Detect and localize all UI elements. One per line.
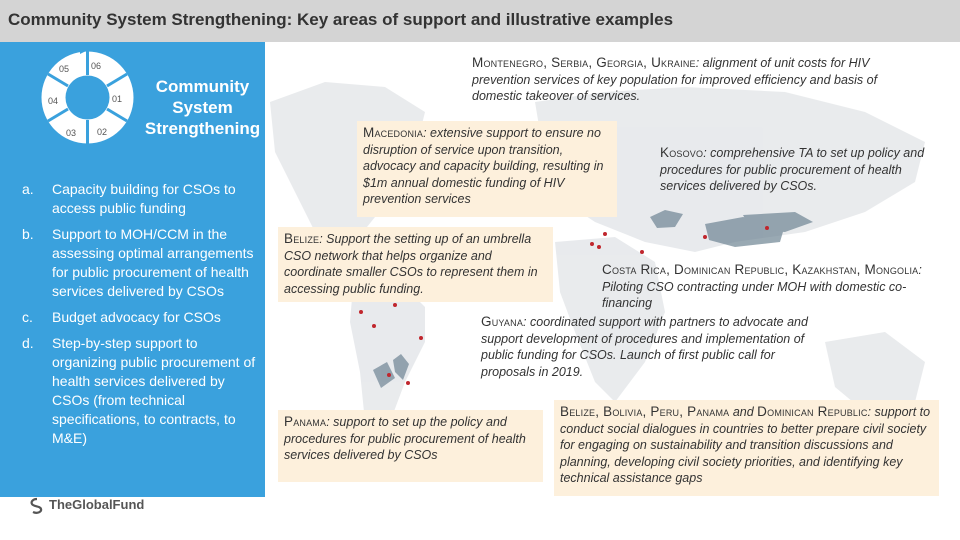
support-areas-list: a. Capacity building for CSOs to access p… <box>22 180 262 455</box>
note-panama: Panama: support to set up the policy and… <box>278 410 543 482</box>
wheel-segment-03: 03 <box>66 128 76 138</box>
note-text: : comprehensive TA to set up policy and … <box>660 146 925 193</box>
note-countries: Montenegro, Serbia, Georgia, Ukraine <box>472 55 696 70</box>
note-text: : support to set up the policy and proce… <box>284 415 526 462</box>
wheel-segment-06: 06 <box>91 61 101 71</box>
wheel-segment-04: 04 <box>48 96 58 106</box>
left-panel: 01 02 03 04 05 06 Community System Stren… <box>0 42 265 497</box>
page-title: Community System Strengthening: Key area… <box>8 10 674 29</box>
note-text: : alignment of unit costs for HIV preven… <box>472 56 878 103</box>
note-countries: Macedonia <box>363 125 424 140</box>
csc-title: Community System Strengthening <box>144 77 261 138</box>
list-item: b. Support to MOH/CCM in the assessing op… <box>22 225 262 301</box>
note-montenegro: Montenegro, Serbia, Georgia, Ukraine: al… <box>472 55 912 105</box>
note-macedonia: Macedonia: extensive support to ensure n… <box>357 121 617 217</box>
note-countries: Guyana <box>481 314 524 329</box>
note-costa-rica: Costa Rica, Dominican Republic, Kazakhst… <box>602 262 942 312</box>
list-letter: a. <box>22 181 34 197</box>
list-letter: b. <box>22 226 34 242</box>
note-countries-2: Dominican Republic <box>757 404 868 419</box>
header-bar: Community System Strengthening: Key area… <box>0 0 960 42</box>
note-countries: Panama <box>284 414 327 429</box>
note-guyana: Guyana: coordinated support with partner… <box>481 314 826 380</box>
list-item: d. Step-by-step support to organizing pub… <box>22 334 262 448</box>
note-countries: Belize, Bolivia, Peru, Panama <box>560 404 730 419</box>
list-item: a. Capacity building for CSOs to access p… <box>22 180 262 218</box>
list-text: Support to MOH/CCM in the assessing opti… <box>52 226 254 299</box>
note-text: : Support the setting up of an umbrella … <box>284 232 538 296</box>
note-belize: Belize: Support the setting up of an umb… <box>278 227 553 302</box>
list-text: Budget advocacy for CSOs <box>52 309 221 325</box>
global-fund-mark-icon <box>30 497 43 514</box>
note-countries: Costa Rica, Dominican Republic, Kazakhst… <box>602 262 919 277</box>
wheel-segment-02: 02 <box>97 127 107 137</box>
logo-text: TheGlobalFund <box>49 497 145 512</box>
list-text: Step-by-step support to organizing publi… <box>52 335 256 446</box>
list-letter: c. <box>22 309 33 325</box>
list-text: Capacity building for CSOs to access pub… <box>52 181 236 216</box>
cycle-wheel-icon: 01 02 03 04 05 06 <box>41 50 134 144</box>
list-item: c. Budget advocacy for CSOs <box>22 308 262 327</box>
note-belize-bolivia: Belize, Bolivia, Peru, Panama and Domini… <box>554 400 939 496</box>
note-text: : extensive support to ensure no disrupt… <box>363 126 604 206</box>
note-text: : support to conduct social dialogues in… <box>560 405 931 485</box>
wheel-segment-01: 01 <box>112 94 122 104</box>
note-text: : coordinated support with partners to a… <box>481 315 808 379</box>
list-letter: d. <box>22 335 34 351</box>
wheel-segment-05: 05 <box>59 64 69 74</box>
note-text: : Piloting CSO contracting under MOH wit… <box>602 263 922 310</box>
note-countries: Kosovo <box>660 145 704 160</box>
note-joiner: and <box>729 405 758 419</box>
note-countries: Belize <box>284 231 320 246</box>
note-kosovo: Kosovo: comprehensive TA to set up polic… <box>660 145 940 195</box>
